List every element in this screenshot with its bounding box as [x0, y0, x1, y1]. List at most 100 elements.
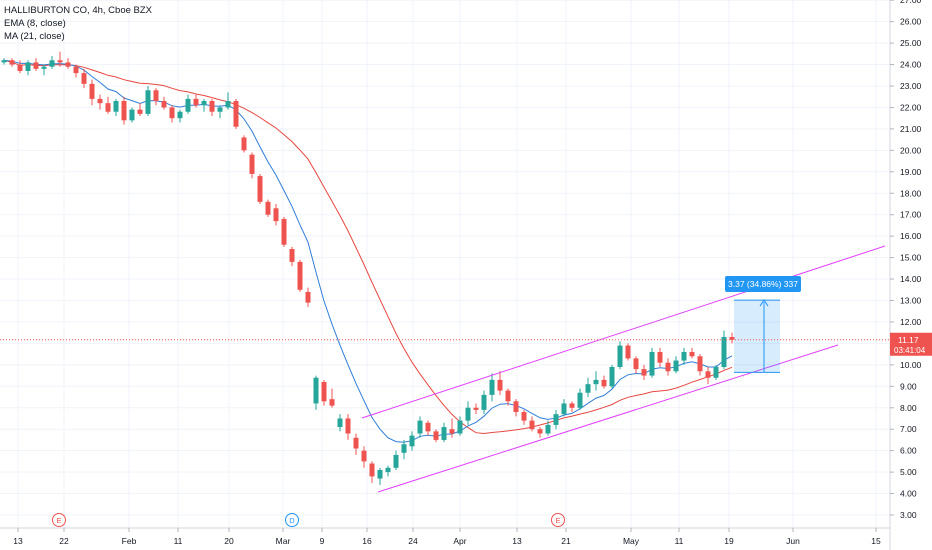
time-tick-label: 13: [512, 536, 522, 546]
candle-body: [521, 412, 527, 421]
price-tick-label: 3.00: [900, 510, 917, 520]
candle-body: [505, 390, 511, 402]
candle-body: [113, 101, 119, 112]
candle-body: [625, 345, 631, 359]
candle-body: [465, 407, 471, 421]
channel-lower-line[interactable]: [377, 344, 839, 493]
candle-body: [641, 369, 647, 376]
candle-body: [673, 360, 679, 372]
candle-body: [257, 176, 263, 202]
price-tick-label: 13.00: [900, 296, 922, 306]
candle-body: [369, 463, 375, 477]
candle-body: [281, 218, 287, 245]
channel-upper-line[interactable]: [361, 245, 886, 419]
time-tick-label: 21: [561, 536, 571, 546]
measure-label: 3.37 (34.86%) 337: [728, 279, 798, 289]
candle-body: [41, 66, 47, 69]
candles: [1, 51, 735, 485]
price-tick-label: 25.00: [900, 38, 922, 48]
candle-body: [241, 137, 247, 151]
countdown-label: 03:41:04: [894, 346, 926, 355]
measure-area[interactable]: [734, 300, 780, 373]
candle-body: [169, 107, 175, 119]
earnings-marker[interactable]: [52, 513, 66, 527]
candle-body: [481, 394, 487, 410]
price-tick-label: 5.00: [900, 467, 917, 477]
candle-body: [217, 107, 223, 112]
candle-body: [345, 418, 351, 434]
candle-body: [337, 418, 343, 428]
candle-body: [361, 450, 367, 462]
candle-body: [601, 379, 607, 387]
candle-body: [129, 109, 135, 121]
measure-arrow-head: [759, 299, 769, 307]
candle-body: [721, 336, 727, 367]
candle-body: [1, 60, 7, 63]
candle-body: [9, 60, 15, 65]
candle-body: [665, 362, 671, 372]
ma-legend[interactable]: MA (21, close): [4, 31, 65, 42]
candle-body: [489, 379, 495, 395]
time-tick-label: Apr: [453, 536, 466, 546]
symbol-title[interactable]: HALLIBURTON CO, 4h, Cboe BZX: [4, 5, 153, 16]
price-tick-label: 26.00: [900, 17, 922, 27]
price-tick-label: 7.00: [900, 424, 917, 434]
candle-body: [297, 261, 303, 290]
price-tick-label: 18.00: [900, 188, 922, 198]
candle-body: [153, 90, 159, 102]
candle-body: [457, 420, 463, 434]
candle-body: [377, 469, 383, 479]
candle-body: [633, 358, 639, 370]
earnings-marker-label: E: [56, 516, 61, 525]
grid: [0, 0, 890, 528]
candle-body: [585, 384, 591, 393]
candle-body: [73, 66, 79, 74]
candle-body: [65, 62, 71, 67]
earnings-marker-label: E: [555, 516, 560, 525]
candle-body: [25, 62, 31, 71]
price-tick-label: 14.00: [900, 274, 922, 284]
price-tick-label: 24.00: [900, 60, 922, 70]
candle-body: [313, 377, 319, 404]
candle-body: [57, 60, 63, 63]
time-tick-label: Mar: [276, 536, 291, 546]
time-tick-label: May: [623, 536, 640, 546]
measure-label-box: [725, 276, 801, 292]
dividend-marker-label: D: [289, 516, 295, 525]
time-tick-label: 19: [724, 536, 734, 546]
measure-tool[interactable]: 3.37 (34.86%) 337: [725, 276, 801, 373]
dividend-marker[interactable]: [285, 513, 299, 527]
time-tick-label: 20: [224, 536, 234, 546]
ema-legend[interactable]: EMA (8, close): [4, 18, 66, 29]
candle-body: [209, 101, 215, 112]
time-tick-label: Jun: [786, 536, 800, 546]
candle-body: [289, 249, 295, 262]
candle-body: [145, 90, 151, 114]
candle-body: [97, 98, 103, 104]
candle-body: [649, 351, 655, 376]
earnings-marker[interactable]: [551, 513, 565, 527]
candle-body: [393, 454, 399, 468]
price-tick-label: 10.00: [900, 360, 922, 370]
candle-body: [529, 420, 535, 430]
candle-body: [689, 351, 695, 357]
time-tick-label: 15: [871, 536, 881, 546]
price-tick-label: 8.00: [900, 403, 917, 413]
candle-body: [249, 154, 255, 174]
candle-body: [225, 101, 231, 108]
candle-body: [425, 422, 431, 432]
ma-layer: [3, 59, 733, 443]
candle-body: [273, 208, 279, 222]
candle-body: [729, 336, 735, 340]
price-tick-label: 27.00: [900, 0, 922, 5]
candle-body: [185, 98, 191, 112]
candle-body: [353, 437, 359, 449]
time-tick-label: 22: [59, 536, 69, 546]
channel-drawing[interactable]: [361, 245, 886, 493]
candle-body: [177, 111, 183, 119]
